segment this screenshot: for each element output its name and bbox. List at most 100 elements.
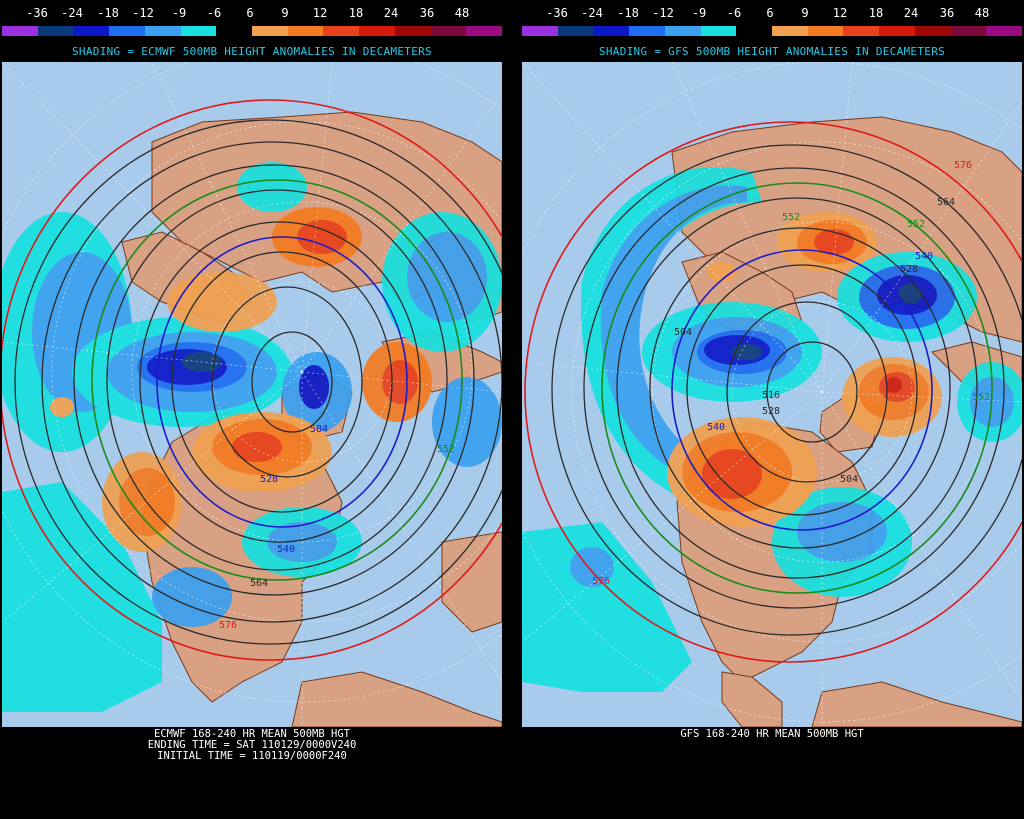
contour-576 [524, 121, 1022, 663]
scale-swatch [843, 26, 880, 36]
contour-label: 540 [707, 422, 725, 433]
scale-bar [522, 26, 1023, 36]
contour-label: 576 [219, 620, 237, 631]
scale-swatch [73, 26, 110, 36]
scale-label: -18 [97, 6, 119, 20]
land-central-america [721, 671, 783, 727]
contour-label: 528 [900, 264, 918, 275]
scale-swatch [323, 26, 360, 36]
land-south-america [811, 681, 1022, 727]
scale-swatch [557, 26, 594, 36]
contour-label-group: 576 564 552 540 528 504 528 516 552 540 … [592, 160, 990, 587]
contour-label: 552 [972, 392, 990, 403]
contour-label: 552 [782, 212, 800, 223]
contour-label: 504 [310, 424, 328, 435]
scale-label: -9 [691, 6, 707, 20]
scale-swatch [593, 26, 630, 36]
height-contours [14, 119, 502, 645]
scale-swatch [216, 26, 253, 36]
contour-552 [601, 182, 993, 594]
contour-label: 564 [937, 197, 955, 208]
land-africa [441, 531, 502, 633]
scale-label: 18 [868, 6, 884, 20]
contour-label: 552 [907, 219, 925, 230]
scale-swatch [950, 26, 987, 36]
scale-label: -12 [652, 6, 674, 20]
contour-label: 528 [762, 406, 780, 417]
scale-swatch [287, 26, 324, 36]
scale-label: -9 [171, 6, 187, 20]
scale-swatch [736, 26, 773, 36]
contour-label: 552 [437, 444, 455, 455]
scale-swatch [986, 26, 1023, 36]
anomaly-color-scale: -36 -24 -18 -12 -9 -6 6 9 12 18 24 36 48 [2, 4, 503, 36]
panel-separator [502, 0, 522, 819]
contour-552 [91, 179, 463, 581]
scale-label: 36 [939, 6, 955, 20]
scale-swatch [914, 26, 951, 36]
scale-swatch [664, 26, 701, 36]
scale-label: -36 [26, 6, 48, 20]
scale-label: 24 [903, 6, 919, 20]
scale-label: 36 [419, 6, 435, 20]
scale-swatch [522, 26, 558, 36]
scale-swatch [252, 26, 288, 36]
scale-label: -18 [617, 6, 639, 20]
scale-swatch [879, 26, 915, 36]
contour-label-group: 504 528 540 552 564 576 [219, 424, 455, 631]
contour-label: 540 [915, 251, 933, 262]
caption-line: INITIAL TIME = 110119/0000F240 [157, 750, 347, 762]
contour-label: 564 [250, 578, 268, 589]
scale-label: 12 [832, 6, 848, 20]
caption: ECMWF 168-240 HR MEAN 500MB HGT ENDING T… [2, 729, 502, 762]
polar-map: 504 528 540 552 564 576 [2, 62, 502, 727]
scale-label: 12 [312, 6, 328, 20]
scale-swatch [394, 26, 431, 36]
contour-label: 504 [840, 474, 858, 485]
scale-label: 18 [348, 6, 364, 20]
contour-label: 576 [954, 160, 972, 171]
scale-label: -24 [581, 6, 603, 20]
contour-label: 528 [260, 474, 278, 485]
scale-label: 9 [281, 6, 289, 20]
contour-540 [156, 236, 408, 528]
shading-title: SHADING = GFS 500MB HEIGHT ANOMALIES IN … [598, 45, 946, 58]
scale-label: -6 [206, 6, 222, 20]
scale-swatch [2, 26, 38, 36]
scale-swatch [180, 26, 217, 36]
scale-swatch [807, 26, 844, 36]
scale-label: 9 [801, 6, 809, 20]
caption-line: GFS 168-240 HR MEAN 500MB HGT [680, 728, 864, 740]
contour-label: 576 [592, 576, 610, 587]
contour-label: 540 [277, 544, 295, 555]
height-contours [551, 144, 1022, 636]
scale-label: 6 [766, 6, 774, 20]
gfs-panel: -36 -24 -18 -12 -9 -6 6 9 12 18 24 36 48… [522, 0, 1023, 819]
scale-swatch [772, 26, 808, 36]
scale-swatch [359, 26, 395, 36]
scale-swatch [466, 26, 503, 36]
scale-swatch [109, 26, 145, 36]
map-ecmwf: 504 528 540 552 564 576 [2, 62, 502, 727]
ecmwf-panel: -36 -24 -18 -12 -9 -6 6 9 12 18 24 36 48… [2, 0, 503, 819]
contour-576 [2, 99, 502, 661]
scale-swatch [629, 26, 665, 36]
scale-label: -6 [726, 6, 742, 20]
anomaly-color-scale: -36 -24 -18 -12 -9 -6 6 9 12 18 24 36 48 [522, 4, 1023, 36]
scale-label: 48 [974, 6, 990, 20]
caption: GFS 168-240 HR MEAN 500MB HGT [522, 729, 1022, 740]
anomaly-shading [522, 166, 1022, 692]
land-south-america [291, 671, 502, 727]
scale-label: -36 [546, 6, 568, 20]
scale-swatch [144, 26, 181, 36]
contour-label: 504 [674, 327, 692, 338]
scale-label: -12 [132, 6, 154, 20]
scale-label: -24 [61, 6, 83, 20]
contour-label: 516 [762, 390, 780, 401]
scale-label: 24 [383, 6, 399, 20]
map-gfs: 576 564 552 540 528 504 528 516 552 540 … [522, 62, 1022, 727]
contour-540 [671, 249, 933, 531]
shading-title: SHADING = ECMWF 500MB HEIGHT ANOMALIES I… [72, 45, 432, 58]
scale-swatch [430, 26, 467, 36]
scale-swatch [37, 26, 74, 36]
